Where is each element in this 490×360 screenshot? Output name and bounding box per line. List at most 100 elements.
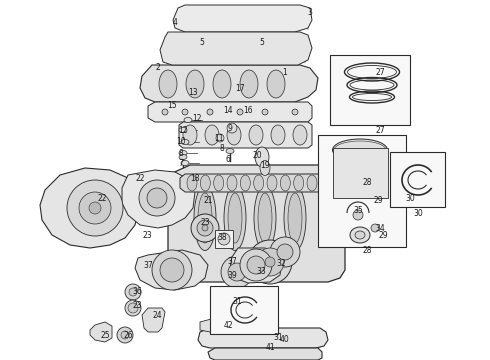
Text: 23: 23 — [132, 301, 142, 310]
Text: 38: 38 — [217, 233, 227, 242]
Polygon shape — [198, 328, 328, 348]
Text: 17: 17 — [235, 84, 245, 93]
Text: 1: 1 — [283, 68, 287, 77]
Ellipse shape — [334, 141, 386, 159]
Bar — [330, 55, 410, 125]
Ellipse shape — [228, 193, 242, 243]
Text: 29: 29 — [378, 230, 388, 239]
Circle shape — [129, 288, 137, 296]
Ellipse shape — [226, 149, 234, 153]
Text: 39: 39 — [227, 271, 237, 280]
Text: 21: 21 — [203, 195, 213, 204]
Ellipse shape — [214, 175, 223, 191]
Text: 9: 9 — [227, 123, 232, 132]
Ellipse shape — [254, 175, 264, 191]
Circle shape — [348, 205, 368, 225]
Text: 12: 12 — [192, 113, 202, 122]
Polygon shape — [148, 102, 312, 122]
Circle shape — [139, 180, 175, 216]
Text: 6: 6 — [225, 154, 230, 163]
Text: 30: 30 — [405, 194, 415, 202]
Text: 20: 20 — [252, 150, 262, 159]
Ellipse shape — [179, 150, 187, 156]
Text: 36: 36 — [132, 287, 142, 296]
Text: 31: 31 — [232, 297, 242, 306]
Circle shape — [152, 250, 192, 290]
Circle shape — [237, 109, 243, 115]
Polygon shape — [160, 32, 312, 65]
Ellipse shape — [159, 70, 177, 98]
Bar — [333, 148, 388, 198]
Text: 28: 28 — [362, 246, 372, 255]
Circle shape — [262, 109, 268, 115]
Polygon shape — [90, 322, 112, 342]
Circle shape — [162, 109, 168, 115]
Text: 27: 27 — [375, 126, 385, 135]
Text: 35: 35 — [353, 206, 363, 215]
Ellipse shape — [224, 185, 246, 251]
Circle shape — [270, 237, 300, 267]
Polygon shape — [122, 170, 195, 228]
Ellipse shape — [227, 175, 237, 191]
Ellipse shape — [271, 125, 285, 145]
Text: 32: 32 — [276, 258, 286, 267]
Circle shape — [121, 331, 129, 339]
Circle shape — [191, 214, 219, 242]
Ellipse shape — [187, 175, 197, 191]
Bar — [390, 152, 445, 207]
Circle shape — [125, 300, 141, 316]
Text: 42: 42 — [223, 320, 233, 329]
Text: 37: 37 — [143, 261, 153, 270]
Circle shape — [67, 180, 123, 236]
Circle shape — [197, 220, 213, 236]
Polygon shape — [230, 248, 282, 283]
Ellipse shape — [293, 125, 307, 145]
Text: 2: 2 — [156, 63, 160, 72]
Ellipse shape — [260, 161, 270, 176]
Ellipse shape — [333, 139, 388, 161]
Text: 10: 10 — [176, 136, 186, 145]
Ellipse shape — [258, 193, 272, 243]
Text: 40: 40 — [279, 336, 289, 345]
Ellipse shape — [267, 175, 277, 191]
Text: 22: 22 — [97, 194, 107, 202]
Circle shape — [227, 123, 237, 133]
Ellipse shape — [181, 161, 189, 166]
Ellipse shape — [184, 117, 192, 122]
Ellipse shape — [294, 175, 304, 191]
Circle shape — [202, 225, 208, 231]
Text: 7: 7 — [178, 158, 183, 167]
Text: 28: 28 — [362, 177, 372, 186]
Ellipse shape — [200, 175, 210, 191]
Text: 37: 37 — [227, 257, 237, 266]
Circle shape — [182, 109, 188, 115]
Circle shape — [147, 188, 167, 208]
Ellipse shape — [280, 175, 291, 191]
Circle shape — [216, 134, 224, 142]
Text: 16: 16 — [243, 105, 253, 114]
Ellipse shape — [255, 147, 269, 167]
Circle shape — [218, 233, 230, 245]
Polygon shape — [40, 168, 140, 248]
Circle shape — [371, 224, 379, 232]
Bar — [215, 230, 233, 248]
Polygon shape — [168, 165, 345, 282]
Text: 5: 5 — [199, 37, 204, 46]
Text: 26: 26 — [123, 330, 133, 339]
Text: 11: 11 — [214, 134, 224, 143]
Text: 30: 30 — [413, 208, 423, 217]
Polygon shape — [200, 318, 222, 332]
Text: 8: 8 — [220, 144, 224, 153]
Text: 34: 34 — [375, 224, 385, 233]
Ellipse shape — [307, 175, 317, 191]
Circle shape — [221, 256, 253, 288]
Polygon shape — [208, 348, 322, 360]
Ellipse shape — [350, 227, 370, 243]
Ellipse shape — [179, 154, 187, 159]
Circle shape — [117, 327, 133, 343]
Text: 13: 13 — [188, 87, 198, 96]
Text: 14: 14 — [223, 105, 233, 114]
Text: 27: 27 — [375, 68, 385, 77]
Text: 18: 18 — [190, 174, 200, 183]
Ellipse shape — [179, 127, 187, 132]
